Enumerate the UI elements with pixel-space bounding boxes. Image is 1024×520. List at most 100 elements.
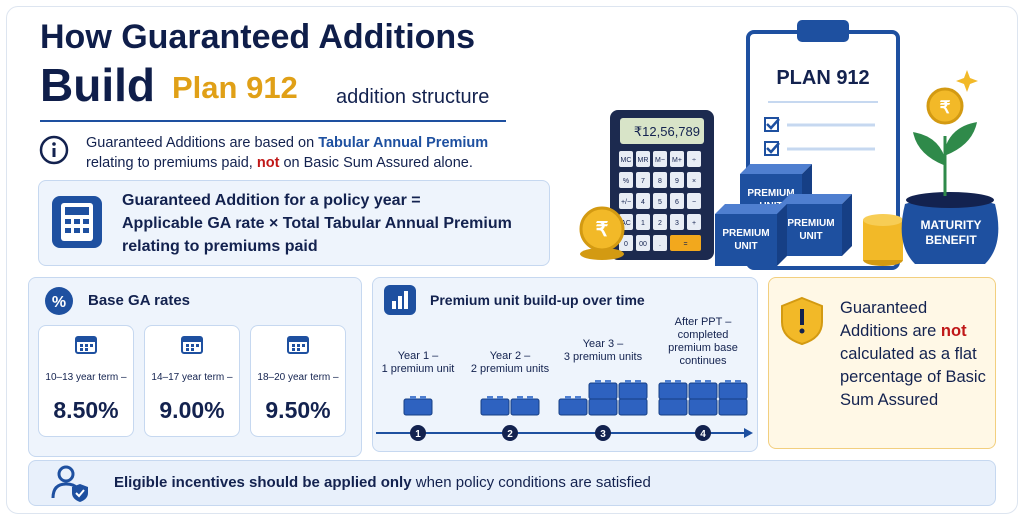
check: [766, 142, 780, 154]
block-stud: [725, 380, 731, 383]
calc-key-label: %: [623, 178, 629, 185]
step-marker: [410, 425, 426, 441]
info-seg: relating to premiums paid,: [86, 155, 253, 171]
formula-line: Guaranteed Addition for a policy year =: [122, 192, 421, 209]
calc-key: [619, 193, 633, 209]
step-label: Year 3 –3 premium units: [548, 338, 658, 364]
calc-key: [653, 172, 667, 188]
block-stud: [517, 396, 523, 399]
chart-icon: [384, 285, 416, 315]
calendar: [287, 336, 309, 354]
formula-panel: [38, 180, 550, 266]
illustration: PLAN 912 ₹12,56,789 MC MR M− M+ ÷% 7 8 9 × +/− 4 5 6…: [579, 20, 999, 270]
calc-key-label: +: [692, 220, 696, 227]
calc-key-label: 9: [675, 178, 679, 185]
step-label: Year 2 –2 premium units: [455, 350, 565, 376]
calc-key: [653, 193, 667, 209]
block: [688, 382, 718, 400]
calc-key: [636, 172, 650, 188]
block-stud: [705, 380, 711, 383]
step-label: Year 1 –1 premium unit: [363, 350, 473, 376]
coin-stack: [863, 214, 903, 266]
block-stud: [605, 380, 611, 383]
calendar-icon: [181, 334, 203, 354]
timeline-arrow: [744, 428, 753, 438]
step-number: 2: [507, 429, 513, 440]
cube: [780, 204, 842, 256]
step-line: Year 2 –: [489, 350, 531, 362]
footer-text: Eligible incentives should be applied on…: [114, 474, 651, 491]
calc-key-label: M−: [655, 157, 665, 164]
block-stud: [497, 396, 503, 399]
cube-side: [842, 194, 852, 256]
block-stud: [635, 380, 641, 383]
buildup-title: Premium unit build-up over time: [430, 292, 645, 308]
coin: [579, 206, 625, 252]
block-stud: [665, 380, 671, 383]
rates-title: Base GA rates: [88, 292, 190, 309]
calc-key-label: =: [683, 241, 687, 248]
rate-card: 10–13 year term – 8.50%: [38, 325, 134, 437]
rate-card: 14–17 year term – 9.00%: [144, 325, 240, 437]
block: [588, 382, 618, 400]
step-line: Year 3 –: [582, 338, 624, 350]
block-stud: [575, 396, 581, 399]
formula-text: Guaranteed Addition for a policy year = …: [122, 189, 512, 258]
block-stud: [675, 380, 681, 383]
info-highlight: Tabular Annual Premium: [318, 135, 489, 151]
info-seg: on Basic Sum Assured alone.: [283, 155, 473, 171]
block: [688, 398, 718, 416]
calc-key-label: 7: [641, 178, 645, 185]
formula-line: relating to premiums paid: [122, 238, 318, 255]
block-stud: [695, 380, 701, 383]
rate-value: 9.50%: [265, 397, 331, 423]
calendar: [75, 336, 97, 354]
calc-key-label: 5: [658, 199, 662, 206]
calc-key-label: −: [692, 199, 696, 206]
calendar-icon: [287, 334, 309, 354]
calc-key-label: .: [659, 241, 661, 248]
clip: [797, 20, 849, 42]
calc-key: [636, 235, 650, 251]
calc-key-label: 1: [641, 220, 645, 227]
block: [658, 382, 688, 400]
step-label: After PPT – completed premium base continue…: [648, 316, 758, 368]
calc-key: [619, 235, 633, 251]
step-marker: [502, 425, 518, 441]
cube-top: [780, 194, 852, 204]
divider: [40, 120, 506, 122]
step-line: After PPT –: [674, 316, 732, 328]
block: [618, 398, 648, 416]
buildup-graphic: 1 2 3 4: [376, 380, 753, 441]
calc-key-label: AC: [621, 220, 631, 227]
step-number: 3: [600, 429, 606, 440]
block: [510, 398, 540, 416]
calc-key-label: ÷: [692, 157, 696, 164]
calc-key-label: 0: [624, 241, 628, 248]
calc-key: [619, 151, 633, 167]
frame: [6, 6, 1018, 514]
calc-key: [636, 151, 650, 167]
footer-rest: when policy conditions are satisfied: [415, 474, 651, 491]
rate-value: 9.00%: [159, 397, 225, 423]
calc-key: [687, 193, 701, 209]
info-seg: Guaranteed Additions are based on: [86, 135, 315, 151]
calc-display-text: ₹12,56,789: [634, 124, 700, 139]
rate-term: 18–20 year term –: [257, 372, 339, 383]
percent-icon: %: [45, 287, 73, 315]
step-marker: [695, 425, 711, 441]
rate-value: 8.50%: [53, 397, 119, 423]
info-icon: [39, 135, 69, 165]
calc-key-label: 8: [658, 178, 662, 185]
step-line: 2 premium units: [470, 363, 550, 375]
step-line: continues: [679, 355, 727, 367]
block: [403, 398, 433, 416]
block: [480, 398, 510, 416]
calc-key-label: 00: [639, 241, 647, 248]
block-stud: [595, 380, 601, 383]
pot-rim: [906, 192, 994, 208]
calc-key: [670, 235, 701, 251]
